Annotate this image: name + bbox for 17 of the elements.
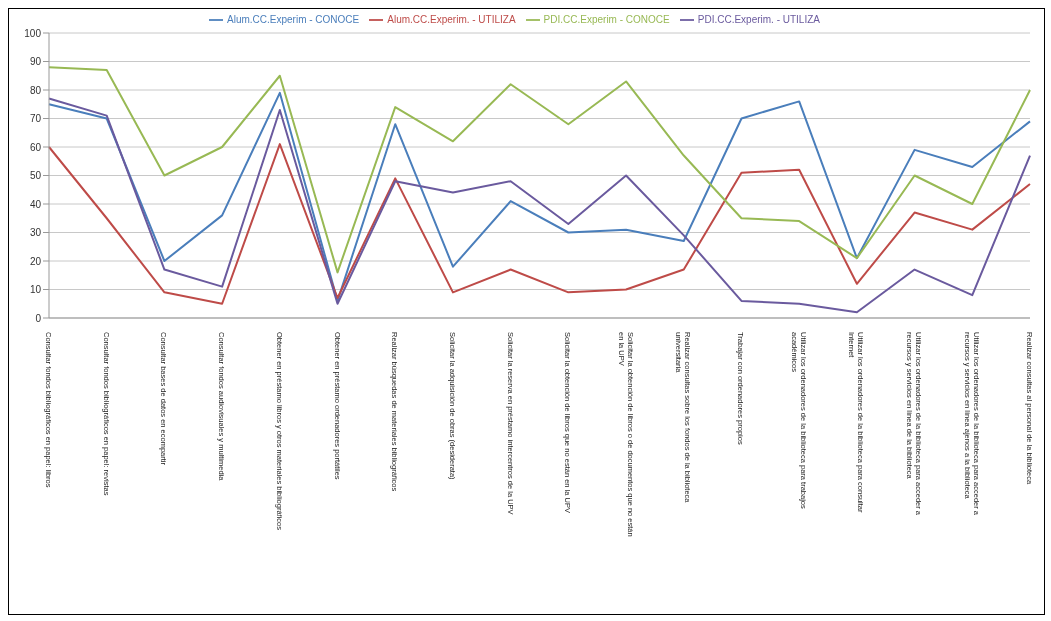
y-tick-label: 70 <box>29 113 42 125</box>
y-tick-label: 20 <box>29 255 42 267</box>
y-tick-label: 40 <box>29 198 42 210</box>
legend-label: PDI.CC.Experim. - UTILIZA <box>697 13 820 25</box>
line-series <box>48 143 1031 305</box>
legend-label: PDI.CC.Experim - CONOCE <box>543 13 670 25</box>
y-tick-label: 90 <box>29 56 42 68</box>
legend-label: Alum.CC.Experim. - UTILIZA <box>387 13 516 25</box>
legend-label: Alum.CC.Experim - CONOCE <box>227 13 360 25</box>
y-tick-label: 30 <box>29 227 42 239</box>
y-tick-label: 50 <box>29 170 42 182</box>
line-series <box>48 66 1031 274</box>
y-tick-label: 0 <box>35 312 42 324</box>
y-tick-label: 60 <box>29 141 42 153</box>
y-tick-label: 10 <box>29 284 42 296</box>
y-tick-label: 80 <box>29 84 42 96</box>
y-tick-label: 100 <box>24 27 42 39</box>
